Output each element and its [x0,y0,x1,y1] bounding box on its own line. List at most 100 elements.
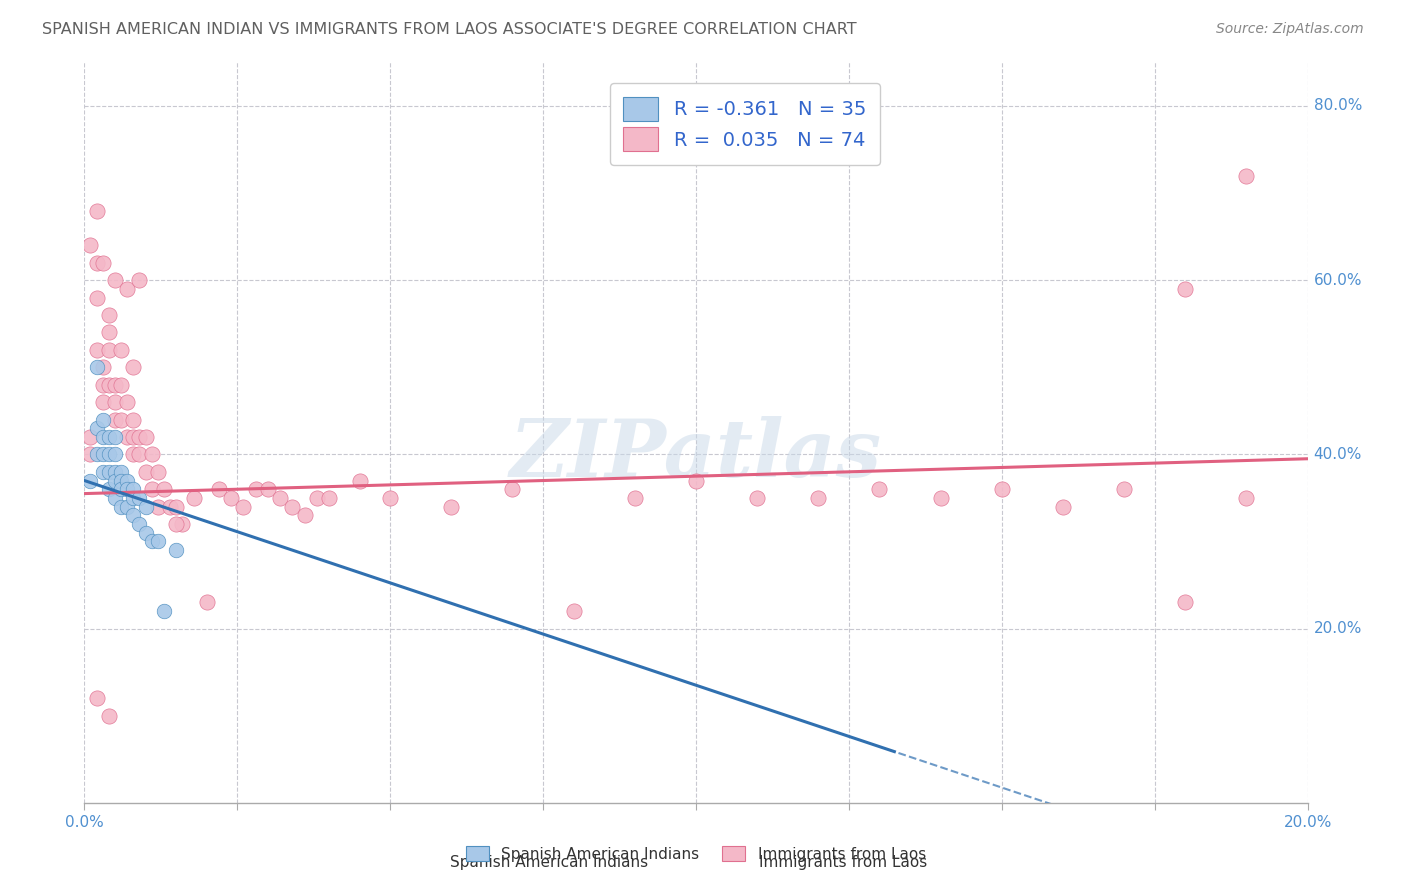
Point [219,491,242,505]
Point [104,430,127,444]
Point [172,517,194,532]
Point [122,508,145,523]
Point [349,474,371,488]
Point [79,447,101,461]
Point [79,430,101,444]
Point [318,491,340,505]
Point [1236,491,1258,505]
Point [135,525,157,540]
Point [747,491,769,505]
Point [1174,282,1197,296]
Point [440,500,463,514]
Point [104,491,127,505]
Point [110,412,132,426]
Point [91,430,114,444]
Point [104,273,127,287]
Point [91,395,114,409]
Point [97,377,120,392]
Point [135,430,157,444]
Text: Spanish American Indians: Spanish American Indians [450,855,648,870]
Point [269,491,291,505]
Point [146,500,169,514]
Point [128,273,150,287]
Point [502,482,524,496]
Point [1052,500,1074,514]
Point [294,508,316,523]
Point [685,474,707,488]
Text: 20.0%: 20.0% [1313,621,1362,636]
Point [97,482,120,496]
Point [281,500,304,514]
Point [1236,169,1258,183]
Point [115,500,138,514]
Point [97,708,120,723]
Point [141,534,163,549]
Point [110,465,132,479]
Legend: Spanish American Indians, Immigrants from Laos: Spanish American Indians, Immigrants fro… [458,838,934,869]
Point [165,517,187,532]
Point [86,291,108,305]
Point [115,395,138,409]
Text: ZIPatlas: ZIPatlas [510,416,882,493]
Point [153,604,176,618]
Point [115,474,138,488]
Point [807,491,830,505]
Point [122,482,145,496]
Point [1114,482,1136,496]
Point [245,482,267,496]
Point [104,377,127,392]
Point [208,482,231,496]
Point [624,491,647,505]
Point [122,412,145,426]
Point [115,430,138,444]
Point [91,360,114,375]
Point [153,482,176,496]
Point [1174,595,1197,609]
Point [97,326,120,340]
Point [991,482,1014,496]
Point [104,465,127,479]
Point [128,517,150,532]
Point [135,465,157,479]
Point [86,691,108,706]
Point [91,377,114,392]
Point [141,482,163,496]
Point [135,500,157,514]
Text: 80.0%: 80.0% [1313,98,1362,113]
Point [146,465,169,479]
Point [86,421,108,435]
Point [86,256,108,270]
Point [91,256,114,270]
Point [97,343,120,357]
Point [79,474,101,488]
Text: Source: ZipAtlas.com: Source: ZipAtlas.com [1216,22,1364,37]
Point [195,595,218,609]
Point [115,282,138,296]
Point [257,482,280,496]
Point [141,447,163,461]
Point [869,482,891,496]
Point [183,491,205,505]
Point [128,430,150,444]
Point [122,360,145,375]
Point [104,474,127,488]
Point [128,491,150,505]
Point [562,604,585,618]
Point [122,491,145,505]
Point [86,343,108,357]
Point [79,238,101,252]
Point [929,491,952,505]
Point [97,430,120,444]
Point [110,377,132,392]
Point [97,447,120,461]
Point [104,395,127,409]
Point [86,203,108,218]
Point [91,465,114,479]
Point [104,447,127,461]
Point [104,412,127,426]
Point [86,360,108,375]
Point [86,447,108,461]
Point [110,343,132,357]
Point [232,500,254,514]
Point [165,500,187,514]
